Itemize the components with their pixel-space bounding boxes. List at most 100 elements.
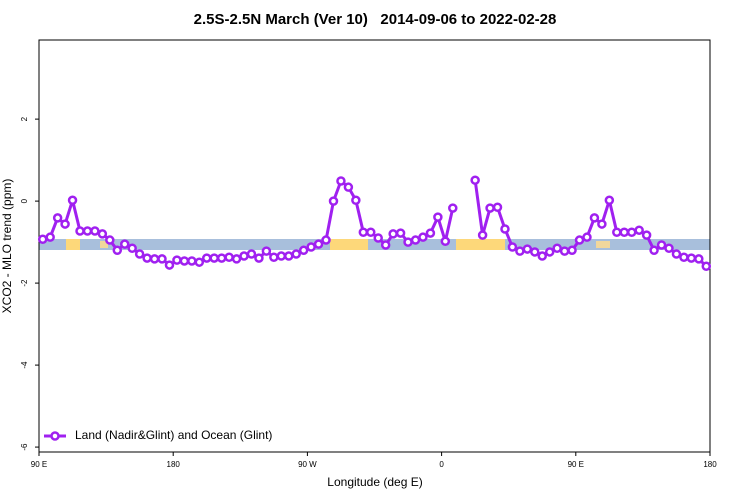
- data-point: [604, 195, 615, 206]
- data-point: [187, 256, 197, 266]
- y-tick-label: -2: [20, 279, 29, 287]
- data-point: [470, 175, 480, 185]
- data-point: [37, 234, 48, 244]
- data-point: [254, 253, 264, 263]
- data-point: [641, 230, 652, 240]
- data-point: [567, 245, 577, 256]
- data-point: [142, 253, 152, 263]
- data-point: [127, 243, 137, 254]
- data-point: [172, 255, 182, 265]
- plot-frame: [38, 39, 711, 453]
- y-axis-label: XCO2 - MLO trend (ppm): [0, 179, 14, 314]
- data-point: [269, 252, 279, 263]
- data-point: [194, 257, 205, 267]
- data-point: [45, 232, 55, 242]
- data-point: [559, 246, 570, 256]
- land-band: [456, 239, 505, 250]
- data-point: [60, 219, 70, 229]
- data-point: [82, 226, 93, 236]
- data-point: [403, 237, 413, 247]
- legend-marker: [50, 431, 60, 441]
- data-point: [544, 247, 555, 257]
- data-point: [202, 253, 212, 263]
- data-point: [410, 235, 421, 245]
- data-point: [291, 249, 301, 259]
- chart-title: 2.5S-2.5N March (Ver 10) 2014-09-06 to 2…: [194, 11, 557, 28]
- y-tick-label: 0: [20, 198, 29, 203]
- land-band: [596, 241, 610, 248]
- y-tick-label: -6: [20, 443, 29, 451]
- data-point: [664, 243, 674, 254]
- data-point: [358, 227, 369, 238]
- land-band: [100, 241, 108, 248]
- data-point: [522, 244, 533, 254]
- data-point: [448, 203, 458, 213]
- data-point: [90, 226, 100, 236]
- data-point: [649, 245, 659, 256]
- data-point: [75, 226, 85, 236]
- data-point: [477, 230, 488, 240]
- data-point: [336, 176, 346, 186]
- data-point: [209, 253, 219, 263]
- data-point: [179, 256, 190, 266]
- x-tick-label: 180: [167, 460, 181, 469]
- data-point: [634, 225, 644, 235]
- data-point: [380, 240, 391, 250]
- data-point: [246, 249, 257, 259]
- data-point: [679, 252, 689, 263]
- data-point: [239, 251, 249, 261]
- data-point: [284, 251, 294, 261]
- data-point: [597, 219, 607, 229]
- x-axis-label: Longitude (deg E): [327, 475, 422, 489]
- x-tick-label: 0: [439, 460, 444, 469]
- land-band: [330, 239, 368, 250]
- surface-band: [39, 239, 710, 250]
- data-point: [619, 227, 630, 238]
- ocean-band: [39, 239, 710, 250]
- data-point: [112, 245, 123, 256]
- data-point: [530, 247, 540, 257]
- data-point: [231, 254, 242, 264]
- data-point: [671, 249, 682, 259]
- y-tick-label: -4: [20, 361, 29, 369]
- data-point: [589, 213, 600, 223]
- data-point: [105, 235, 115, 245]
- data-point: [149, 254, 160, 264]
- data-point: [52, 213, 63, 223]
- data-point: [485, 203, 495, 213]
- data-point: [507, 242, 518, 252]
- x-tick-label: 90 E: [31, 460, 47, 469]
- data-point: [701, 261, 712, 272]
- land-band: [66, 239, 80, 250]
- x-tick-label: 90 W: [298, 460, 317, 469]
- data-point: [612, 227, 622, 238]
- data-point: [395, 228, 406, 238]
- data-point: [97, 229, 108, 239]
- data-point: [500, 224, 510, 234]
- data-point: [492, 202, 503, 213]
- data-point: [373, 233, 383, 243]
- data-point: [656, 240, 667, 250]
- data-point: [164, 260, 175, 270]
- data-point: [626, 227, 637, 238]
- data-point: [515, 246, 525, 256]
- data-point: [321, 235, 331, 245]
- legend-label: Land (Nadir&Glint) and Ocean (Glint): [75, 428, 272, 442]
- data-point: [343, 182, 354, 192]
- data-point: [261, 246, 272, 256]
- data-point: [552, 243, 562, 254]
- data-point: [433, 212, 443, 222]
- data-point: [686, 253, 697, 263]
- data-point: [694, 254, 704, 264]
- data-point: [351, 195, 361, 206]
- data-point: [276, 251, 287, 261]
- data-point: [134, 249, 145, 259]
- data-point: [157, 254, 167, 264]
- y-tick-label: 2: [20, 116, 29, 121]
- data-point: [67, 195, 78, 206]
- data-point: [224, 252, 234, 263]
- data-point: [440, 236, 451, 247]
- data-point: [418, 232, 428, 242]
- data-point: [582, 232, 592, 242]
